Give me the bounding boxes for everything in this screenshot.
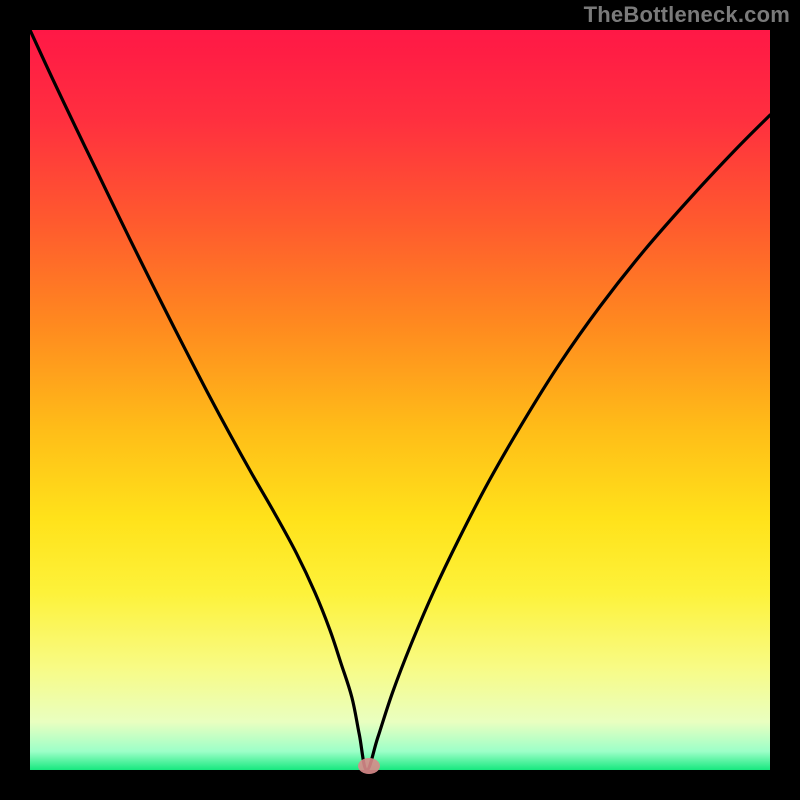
minimum-marker <box>358 758 380 774</box>
chart-frame: TheBottleneck.com <box>0 0 800 800</box>
plot-area <box>30 30 770 770</box>
watermark-text: TheBottleneck.com <box>584 2 790 28</box>
bottleneck-curve <box>30 30 770 770</box>
